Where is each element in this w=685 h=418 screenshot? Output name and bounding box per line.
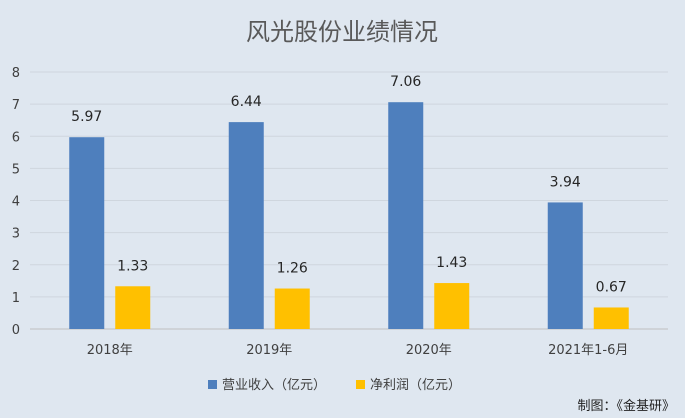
data-label: 1.33 [117, 258, 148, 274]
bar-net-profit [274, 288, 310, 329]
y-tick-label: 0 [12, 323, 20, 338]
bar-net-profit [434, 283, 470, 329]
x-tick-label: 2019年 [246, 343, 292, 358]
bar-revenue [69, 137, 105, 329]
y-tick-label: 6 [12, 130, 20, 145]
bars [69, 102, 629, 330]
bar-revenue [547, 202, 583, 329]
bar-revenue [228, 122, 264, 330]
bar-net-profit [593, 307, 629, 329]
x-axis-ticks: 2018年 2019年 2020年 2021年1-6月 [87, 343, 629, 358]
legend-label: 净利润（亿元） [370, 378, 461, 393]
legend-swatch [356, 380, 365, 389]
data-label: 1.43 [436, 255, 467, 271]
legend: 营业收入（亿元） 净利润（亿元） [208, 378, 461, 393]
x-tick-label: 2018年 [87, 343, 133, 358]
chart-title: 风光股份业绩情况 [246, 18, 438, 46]
data-labels: 5.97 1.33 6.44 1.26 7.06 1.43 3.94 0.67 [71, 74, 627, 295]
data-label: 5.97 [71, 109, 102, 125]
y-axis-ticks: 0 1 2 3 4 5 6 7 8 [12, 66, 20, 338]
bar-net-profit [115, 286, 151, 329]
y-tick-label: 2 [12, 259, 20, 274]
y-tick-label: 5 [12, 162, 20, 177]
legend-label: 营业收入（亿元） [222, 378, 326, 393]
y-tick-label: 8 [12, 66, 20, 81]
source-note: 制图：《金基研》 [577, 398, 675, 414]
x-tick-label: 2021年1-6月 [548, 343, 628, 358]
y-tick-label: 7 [12, 98, 20, 113]
bar-revenue [388, 102, 424, 329]
y-tick-label: 1 [12, 291, 20, 306]
data-label: 7.06 [390, 74, 421, 90]
data-label: 3.94 [550, 174, 581, 190]
x-tick-label: 2020年 [406, 343, 452, 358]
y-tick-label: 3 [12, 227, 20, 242]
data-label: 0.67 [596, 279, 627, 295]
data-label: 1.26 [277, 261, 308, 277]
data-label: 6.44 [231, 94, 262, 110]
legend-swatch [208, 380, 217, 389]
y-tick-label: 4 [12, 195, 20, 210]
